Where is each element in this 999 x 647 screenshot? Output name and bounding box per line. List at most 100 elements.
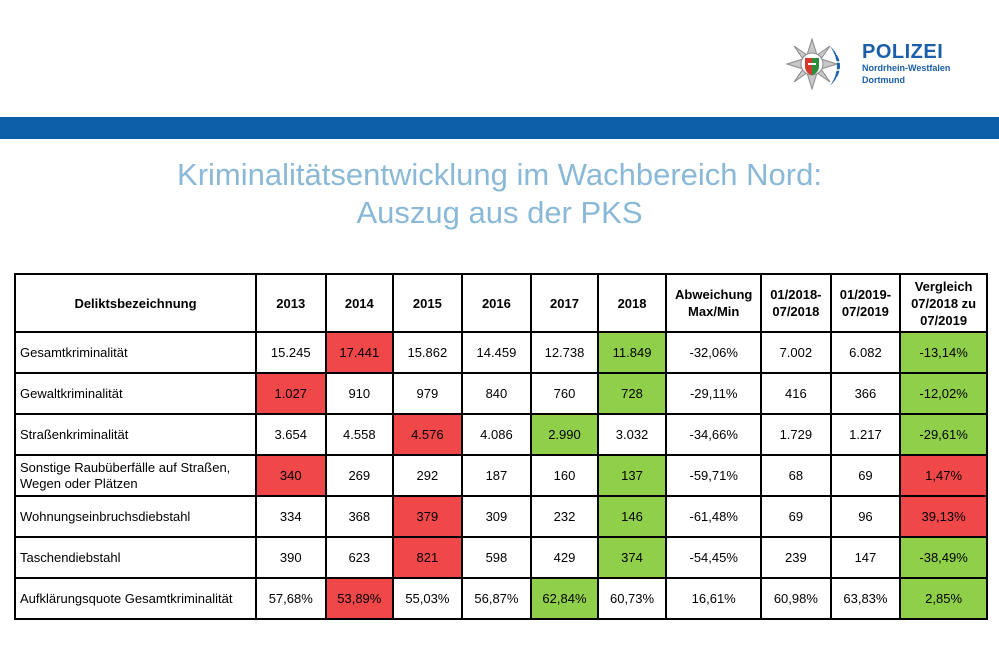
value-cell: 390 <box>254 536 327 579</box>
header-cell: 2017 <box>530 273 599 333</box>
value-cell: 1.027 <box>254 372 327 415</box>
value-cell: 374 <box>596 536 668 579</box>
value-cell: -32,06% <box>665 331 763 374</box>
value-cell: 340 <box>254 454 327 497</box>
value-cell: 39,13% <box>899 495 988 538</box>
value-cell: 2,85% <box>899 577 988 620</box>
value-cell: 2.990 <box>530 413 599 456</box>
value-cell: 69 <box>829 454 902 497</box>
value-cell: 292 <box>392 454 463 497</box>
page-title: Kriminalitätsentwicklung im Wachbereich … <box>0 156 999 232</box>
value-cell: 53,89% <box>324 577 395 620</box>
value-cell: 6.082 <box>829 331 902 374</box>
table-row: Sonstige Raubüberfälle auf Straßen, Wege… <box>14 454 988 497</box>
value-cell: -61,48% <box>665 495 763 538</box>
value-cell: 3.032 <box>596 413 668 456</box>
value-cell: 309 <box>460 495 533 538</box>
table-row: Taschendiebstahl 390 623 821 598 429 374 -54,45… <box>14 536 988 579</box>
value-cell: 68 <box>760 454 832 497</box>
value-cell: 137 <box>596 454 668 497</box>
value-cell: 56,87% <box>460 577 533 620</box>
police-star-icon <box>786 38 838 90</box>
logo-swoosh-icon <box>830 46 848 86</box>
crime-statistics-table: Deliktsbezeichnung 2013 2014 2015 2016 2… <box>14 273 988 620</box>
value-cell: 7.002 <box>760 331 832 374</box>
offense-name-cell: Gesamtkriminalität <box>14 331 257 374</box>
value-cell: 840 <box>460 372 533 415</box>
value-cell: -13,14% <box>899 331 988 374</box>
value-cell: 57,68% <box>254 577 327 620</box>
value-cell: 1.729 <box>760 413 832 456</box>
police-logo: POLIZEI Nordrhein-Westfalen Dortmund <box>786 38 976 90</box>
value-cell: 60,98% <box>760 577 832 620</box>
table-row: Straßenkriminalität 3.654 4.558 4.576 4.086 2… <box>14 413 988 456</box>
table-body: Gesamtkriminalität 15.245 17.441 15.862 14.4… <box>14 331 988 620</box>
logo-subtitle-city: Dortmund <box>862 75 905 85</box>
header-cell: 2016 <box>460 273 533 333</box>
value-cell: 69 <box>760 495 832 538</box>
value-cell: 728 <box>596 372 668 415</box>
header-cell: Abweichung Max/Min <box>665 273 763 333</box>
value-cell: -34,66% <box>665 413 763 456</box>
value-cell: 14.459 <box>460 331 533 374</box>
value-cell: 232 <box>530 495 599 538</box>
value-cell: 1,47% <box>899 454 988 497</box>
value-cell: 623 <box>324 536 395 579</box>
value-cell: 96 <box>829 495 902 538</box>
value-cell: -12,02% <box>899 372 988 415</box>
value-cell: 4.558 <box>324 413 395 456</box>
header-cell: 2015 <box>392 273 463 333</box>
value-cell: 239 <box>760 536 832 579</box>
value-cell: 17.441 <box>324 331 395 374</box>
value-cell: 821 <box>392 536 463 579</box>
value-cell: 4.576 <box>392 413 463 456</box>
value-cell: 760 <box>530 372 599 415</box>
value-cell: 15.245 <box>254 331 327 374</box>
value-cell: 979 <box>392 372 463 415</box>
value-cell: 910 <box>324 372 395 415</box>
value-cell: -29,61% <box>899 413 988 456</box>
value-cell: 62,84% <box>530 577 599 620</box>
value-cell: 3.654 <box>254 413 327 456</box>
logo-text: POLIZEI Nordrhein-Westfalen Dortmund <box>862 42 950 86</box>
header-cell: Vergleich 07/2018 zu 07/2019 <box>899 273 988 333</box>
value-cell: 366 <box>829 372 902 415</box>
value-cell: 16,61% <box>665 577 763 620</box>
page-title-line2: Auszug aus der PKS <box>356 195 643 230</box>
value-cell: 598 <box>460 536 533 579</box>
offense-name-cell: Taschendiebstahl <box>14 536 257 579</box>
logo-title: POLIZEI <box>862 41 944 63</box>
table-row: Gesamtkriminalität 15.245 17.441 15.862 14.4… <box>14 331 988 374</box>
table-header-row: Deliktsbezeichnung 2013 2014 2015 2016 2… <box>14 273 988 333</box>
header-cell: 2018 <box>596 273 668 333</box>
table-row: Wohnungseinbruchsdiebstahl 334 368 379 309 23… <box>14 495 988 538</box>
value-cell: 379 <box>392 495 463 538</box>
value-cell: 334 <box>254 495 327 538</box>
value-cell: 429 <box>530 536 599 579</box>
value-cell: -59,71% <box>665 454 763 497</box>
header-cell: 2013 <box>254 273 327 333</box>
value-cell: 147 <box>829 536 902 579</box>
value-cell: 160 <box>530 454 599 497</box>
value-cell: 12.738 <box>530 331 599 374</box>
offense-name-cell: Gewaltkriminalität <box>14 372 257 415</box>
header-cell: 01/2018-07/2018 <box>760 273 832 333</box>
value-cell: 269 <box>324 454 395 497</box>
offense-name-cell: Sonstige Raubüberfälle auf Straßen, Wege… <box>14 454 257 497</box>
value-cell: 368 <box>324 495 395 538</box>
value-cell: 146 <box>596 495 668 538</box>
value-cell: 55,03% <box>392 577 463 620</box>
logo-subtitle-region: Nordrhein-Westfalen <box>862 63 951 73</box>
header-band <box>0 117 999 139</box>
offense-name-cell: Wohnungseinbruchsdiebstahl <box>14 495 257 538</box>
value-cell: 15.862 <box>392 331 463 374</box>
value-cell: 4.086 <box>460 413 533 456</box>
value-cell: 11.849 <box>596 331 668 374</box>
offense-name-cell: Aufklärungsquote Gesamtkriminalität <box>14 577 257 620</box>
value-cell: -38,49% <box>899 536 988 579</box>
header-cell: Deliktsbezeichnung <box>14 273 257 333</box>
page-title-line1: Kriminalitätsentwicklung im Wachbereich … <box>177 157 822 192</box>
header-cell: 01/2019-07/2019 <box>829 273 902 333</box>
value-cell: -29,11% <box>665 372 763 415</box>
table-row: Aufklärungsquote Gesamtkriminalität 57,68… <box>14 577 988 620</box>
